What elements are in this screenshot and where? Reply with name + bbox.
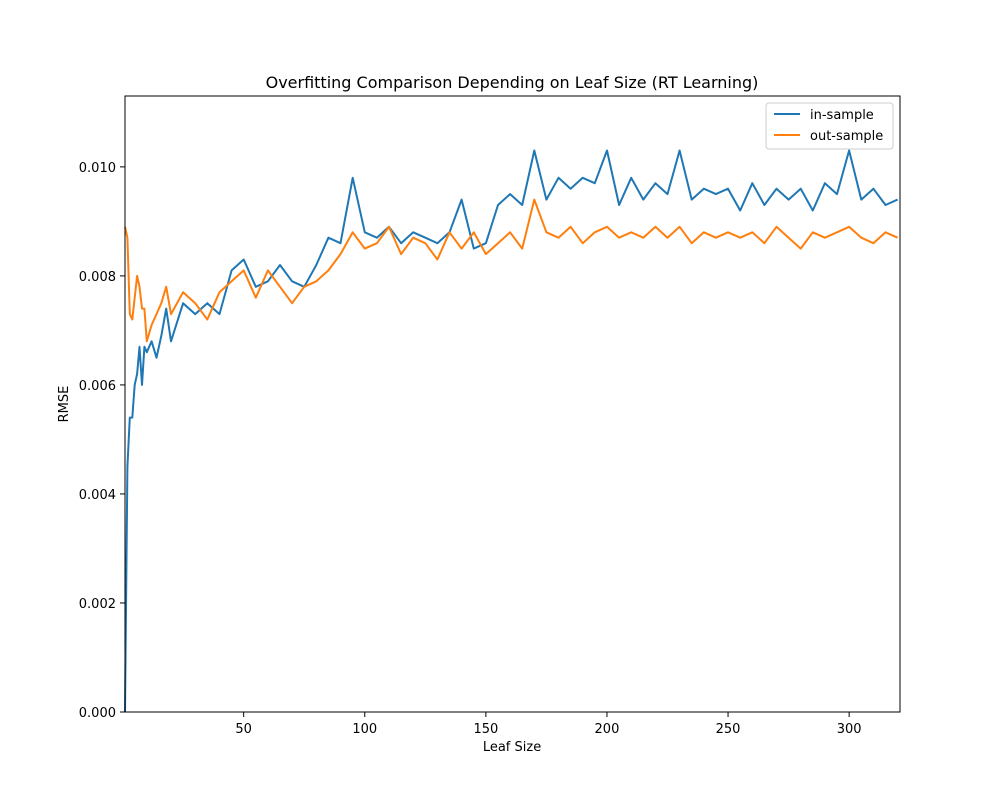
legend-label-in-sample: in-sample (810, 108, 874, 123)
y-axis-label: RMSE (57, 386, 72, 423)
plot-lines (124, 149, 899, 713)
chart-title: Overfitting Comparison Depending on Leaf… (266, 73, 759, 92)
series-line-out-sample (124, 198, 899, 343)
y-tick-label: 0.008 (79, 270, 116, 285)
x-tick-label: 50 (235, 722, 252, 737)
y-tick-label: 0.006 (79, 379, 116, 394)
x-axis-label: Leaf Size (483, 740, 541, 755)
x-tick-label: 300 (837, 722, 862, 737)
x-tick-label: 100 (352, 722, 377, 737)
x-axis-ticks: 50 100 150 200 250 300 (235, 712, 862, 737)
y-tick-label: 0.002 (79, 597, 116, 612)
y-tick-label: 0.004 (79, 488, 116, 503)
plot-frame (124, 95, 901, 713)
legend-label-out-sample: out-sample (810, 129, 883, 144)
x-tick-label: 250 (716, 722, 741, 737)
x-tick-label: 150 (473, 722, 498, 737)
y-axis-ticks: 0.000 0.002 0.004 0.006 0.008 0.010 (79, 161, 125, 721)
legend: in-sample out-sample (765, 102, 894, 150)
y-tick-label: 0.010 (79, 161, 116, 176)
x-tick-label: 200 (595, 722, 620, 737)
y-tick-label: 0.000 (79, 706, 116, 721)
